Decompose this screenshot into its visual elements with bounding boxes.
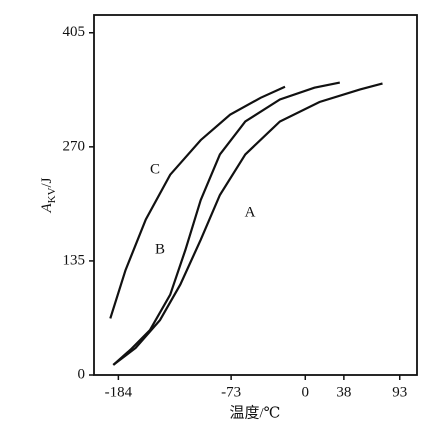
y-tick-label: 270 xyxy=(63,138,86,154)
x-tick-label: 93 xyxy=(392,384,407,400)
y-axis-label: AKV/J xyxy=(39,177,57,213)
curve xyxy=(109,85,286,319)
curve-label: C xyxy=(150,161,160,177)
x-axis-label: 温度/℃ xyxy=(230,404,281,421)
y-tick-label: 135 xyxy=(63,252,86,268)
x-tick-label: -184 xyxy=(105,384,133,400)
curve-label: A xyxy=(245,204,256,220)
x-tick-label: 0 xyxy=(302,384,310,400)
curve xyxy=(112,82,383,366)
curve-label: B xyxy=(155,241,165,257)
curve xyxy=(112,81,341,366)
plot-frame xyxy=(93,14,418,376)
y-tick-label: 405 xyxy=(63,24,86,40)
y-label-subscript: KV xyxy=(46,187,58,203)
y-label-symbol: A xyxy=(39,203,55,214)
x-tick-label: 38 xyxy=(336,384,351,400)
y-label-unit: /J xyxy=(39,177,55,187)
y-tick-label: 0 xyxy=(78,366,86,382)
x-tick-label: -73 xyxy=(221,384,241,400)
